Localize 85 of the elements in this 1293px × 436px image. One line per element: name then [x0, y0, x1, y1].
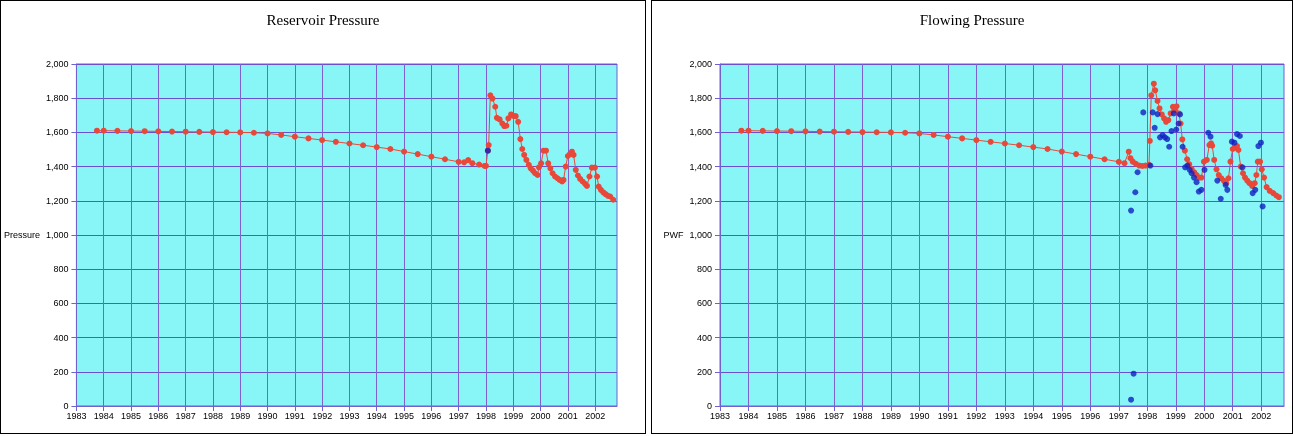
x-tick-label: 1989 [230, 410, 251, 421]
x-tick-label: 1985 [766, 410, 787, 421]
point [1130, 370, 1137, 377]
y-tick-label: 800 [696, 264, 712, 275]
y-tick-label: 600 [53, 298, 69, 309]
x-tick-label: 2001 [557, 410, 578, 421]
x-tick-label: 1988 [852, 410, 873, 421]
point [1201, 166, 1208, 173]
x-tick-label: 1996 [1080, 410, 1101, 421]
x-tick-label: 1993 [339, 410, 360, 421]
x-tick-label: 1997 [1108, 410, 1129, 421]
point [1134, 169, 1141, 176]
point [1217, 195, 1224, 202]
point [1128, 396, 1135, 403]
x-tick-label: 1983 [709, 410, 731, 421]
x-tick-label: 1991 [284, 410, 305, 421]
x-tick-label: 2001 [1222, 410, 1243, 421]
y-tick-label: 1,400 [689, 161, 712, 172]
y-axis-title: PWF [663, 230, 685, 240]
point [1214, 177, 1221, 184]
x-tick-label: 1987 [823, 410, 844, 421]
y-tick-label: 1,400 [45, 161, 69, 172]
x-tick-label: 1994 [1023, 410, 1044, 421]
point [1149, 109, 1156, 116]
y-tick-label: 0 [706, 401, 712, 411]
y-tick-label: 1,200 [45, 195, 69, 206]
y-tick-label: 800 [53, 264, 69, 275]
point [1224, 186, 1231, 193]
point [1179, 143, 1186, 150]
x-tick-label: 1985 [121, 410, 142, 421]
x-tick-label: 1986 [148, 410, 169, 421]
x-tick-label: 1992 [966, 410, 987, 421]
point [1166, 143, 1173, 150]
x-tick-label: 1995 [394, 410, 415, 421]
x-tick-label: 1990 [909, 410, 930, 421]
y-tick-label: 1,600 [689, 127, 712, 138]
x-tick-label: 1994 [366, 410, 387, 421]
x-tick-label: 1989 [880, 410, 901, 421]
x-tick-label: 1984 [738, 410, 759, 421]
y-tick-label: 600 [696, 298, 712, 309]
y-tick-label: 200 [53, 366, 69, 377]
y-tick-label: 400 [53, 332, 69, 343]
x-tick-label: 1996 [421, 410, 442, 421]
x-tick-label: 1998 [1137, 410, 1158, 421]
x-tick-label: 1995 [1051, 410, 1072, 421]
y-axis-title: Pressure [4, 230, 41, 240]
x-tick-label: 2000 [1194, 410, 1215, 421]
x-tick-label: 1992 [312, 410, 333, 421]
y-tick-label: 2,000 [45, 59, 69, 69]
x-tick-label: 1999 [503, 410, 524, 421]
y-tick-label: 200 [696, 366, 712, 377]
y-tick-label: 1,800 [689, 93, 712, 104]
point [1252, 186, 1259, 193]
y-tick-label: 1,800 [45, 93, 69, 104]
y-tick-label: 0 [63, 401, 69, 411]
x-tick-label: 1997 [448, 410, 469, 421]
x-tick-label: 1999 [1165, 410, 1186, 421]
y-tick-label: 1,000 [689, 230, 712, 240]
y-tick-label: 400 [696, 332, 712, 343]
y-tick-label: 1,600 [45, 127, 69, 138]
y-tick-label: 1,000 [45, 230, 69, 240]
x-tick-label: 1984 [93, 410, 114, 421]
x-tick-label: 1998 [475, 410, 496, 421]
x-tick-label: 1991 [937, 410, 958, 421]
chart-title: Reservoir Pressure [266, 11, 380, 28]
chart-title: Flowing Pressure [919, 11, 1025, 28]
point [1151, 124, 1158, 131]
x-tick-label: 2002 [1251, 410, 1272, 421]
y-tick-label: 1,200 [689, 195, 712, 206]
x-tick-label: 2002 [585, 410, 606, 421]
point [1132, 189, 1139, 196]
point [1193, 179, 1200, 186]
x-tick-label: 1988 [202, 410, 223, 421]
x-tick-label: 1990 [257, 410, 278, 421]
y-tick-label: 2,000 [689, 59, 712, 69]
x-tick-label: 1986 [795, 410, 816, 421]
point [1154, 111, 1161, 118]
point [1259, 203, 1266, 210]
point [1140, 109, 1147, 116]
point [1128, 207, 1135, 214]
x-tick-label: 1987 [175, 410, 196, 421]
x-tick-label: 1983 [66, 410, 87, 421]
x-tick-label: 1993 [994, 410, 1015, 421]
point [1257, 139, 1264, 146]
x-tick-label: 2000 [530, 410, 551, 421]
